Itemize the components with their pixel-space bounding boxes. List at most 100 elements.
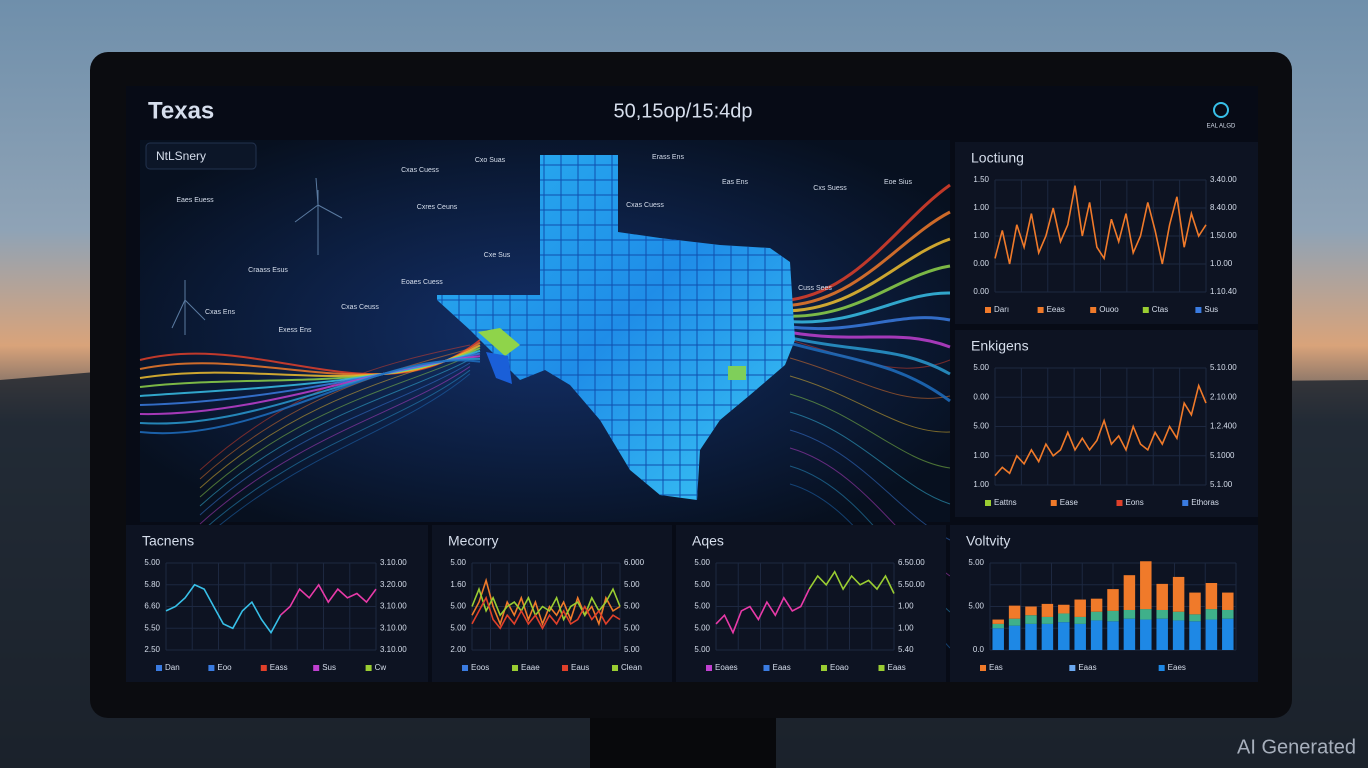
axis-label: 5.00	[694, 580, 710, 589]
axis-label: 5.1.00	[1210, 480, 1233, 489]
map-label: Cuss Sees	[798, 285, 832, 292]
legend-swatch	[1069, 665, 1076, 671]
bar-segment	[1205, 619, 1218, 650]
axis-label: 3.10.00	[380, 645, 407, 654]
bar-segment	[1090, 598, 1103, 612]
axis-label: 5.80	[144, 580, 160, 589]
axis-label: 5.00	[694, 602, 710, 611]
flow-line	[199, 366, 471, 525]
bar-segment	[992, 619, 1004, 624]
axis-label: 2.00	[450, 645, 466, 654]
map-title: NtLSnery	[156, 149, 206, 163]
axis-label: 0.0	[973, 645, 985, 654]
panel-title: Tacnens	[142, 533, 194, 549]
bar-segment	[1058, 622, 1070, 650]
county-highlight	[728, 366, 746, 380]
legend-label: Eass	[270, 663, 288, 672]
axis-label: 0.00	[973, 392, 989, 401]
legend-swatch	[985, 500, 991, 506]
map-label: Cxres Ceuns	[417, 204, 458, 211]
axis-label: 5.10.00	[1210, 363, 1237, 372]
bar-segment	[1058, 613, 1070, 623]
series-line	[994, 185, 1207, 265]
bar-segment	[1074, 623, 1086, 650]
panel	[955, 330, 1258, 517]
flow-line	[789, 393, 951, 469]
bar-segment	[1025, 615, 1037, 624]
axis-label: 5.50	[144, 623, 160, 632]
axis-label: 3.40.00	[1210, 175, 1237, 184]
map-label: Eas Ens	[722, 179, 749, 186]
axis-label: 5.40	[898, 645, 914, 654]
legend-label: Eeas	[1047, 305, 1065, 314]
axis-label: 3.10.00	[380, 602, 407, 611]
axis-label: 0.00	[973, 259, 989, 268]
axis-label: 8.40.00	[1210, 203, 1237, 212]
bar-segment	[1172, 620, 1185, 650]
bar-segment	[1222, 609, 1234, 619]
bar-segment	[1140, 619, 1152, 650]
legend-label: Clean	[621, 663, 642, 672]
bar-segment	[1074, 616, 1086, 624]
map-label: Eoaes Cuess	[401, 279, 443, 286]
legend-swatch	[1050, 500, 1057, 506]
monitor-stand	[590, 710, 776, 768]
county-highlight	[478, 328, 520, 356]
axis-label: 1.00	[973, 451, 989, 460]
legend-swatch	[512, 665, 518, 671]
legend-swatch	[1037, 307, 1044, 313]
watermark: AI Generated	[1237, 736, 1356, 758]
axis-label: 5.00	[624, 623, 640, 632]
bar-segment	[1025, 606, 1037, 616]
axis-label: 5.00	[694, 645, 710, 654]
map-label: Erass Ens	[652, 154, 684, 161]
logo-icon	[1213, 102, 1229, 118]
panel	[955, 142, 1258, 324]
bar-segment	[1008, 625, 1021, 650]
bar-segment	[1123, 609, 1136, 619]
bar-segment	[1205, 609, 1218, 620]
flow-line	[199, 362, 471, 516]
legend-swatch	[706, 665, 712, 671]
flow-line	[789, 210, 951, 307]
legend-swatch	[612, 665, 618, 671]
legend-label: Eaas	[1078, 663, 1096, 672]
axis-label: 3.10.00	[380, 558, 407, 567]
flow-line	[139, 359, 481, 435]
series-line	[994, 383, 1207, 477]
county-highlight	[486, 352, 512, 384]
legend-label: Dan	[165, 663, 180, 672]
legend-label: Ethoras	[1191, 498, 1219, 507]
bar-segment	[1140, 609, 1152, 620]
axis-label: 6.60	[144, 602, 160, 611]
axis-label: 5.00	[450, 623, 466, 632]
bar-segment	[1025, 623, 1037, 650]
bar-segment	[1008, 605, 1021, 619]
legend-swatch	[208, 665, 215, 671]
panel-title: Aqes	[692, 533, 724, 549]
axis-label: 5.00	[694, 558, 710, 567]
flow-line	[789, 336, 951, 376]
map-label: Exess Ens	[278, 327, 312, 334]
bar-segment	[1041, 603, 1054, 617]
axis-label: 1.60	[450, 580, 466, 589]
panel-title: Enkigens	[971, 338, 1029, 354]
flow-line	[789, 341, 951, 403]
axis-label: 5.00	[694, 623, 710, 632]
axis-label: 5.00	[624, 602, 640, 611]
axis-label: 3.10.00	[380, 623, 407, 632]
bar-segment	[1090, 620, 1103, 650]
axis-label: 5.00	[450, 602, 466, 611]
flow-line	[789, 375, 951, 433]
legend-label: Eons	[1126, 498, 1144, 507]
axis-label: 6.50.00	[898, 558, 925, 567]
map-label: Cxas Cuess	[626, 202, 664, 209]
axis-label: 5.00	[968, 602, 984, 611]
series-line	[715, 588, 810, 635]
header-center: 50,15op/15:4dp	[613, 100, 752, 122]
flow-line	[789, 237, 951, 313]
bar-segment	[1107, 610, 1119, 622]
legend-label: Eaas	[773, 663, 791, 672]
bar-segment	[992, 628, 1004, 650]
